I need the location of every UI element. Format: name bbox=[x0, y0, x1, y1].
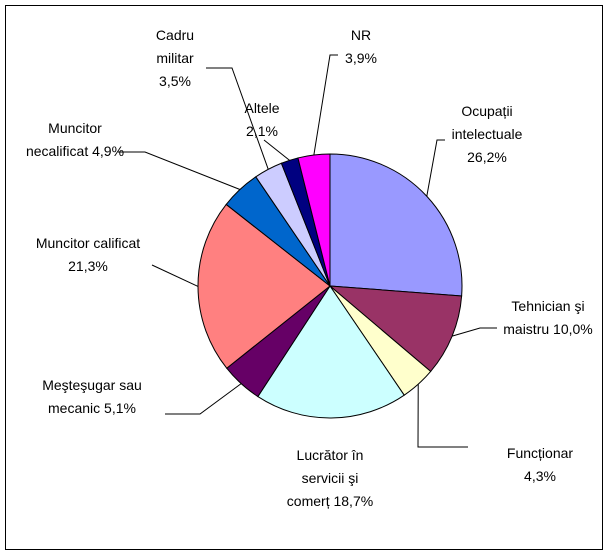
value-label: 4,9% bbox=[92, 143, 125, 159]
slice-label: Lucrător în servicii şi comerț 18,7% bbox=[284, 444, 376, 513]
leader-line bbox=[417, 384, 468, 448]
slice-label: Funcționar 4,3% bbox=[495, 442, 585, 488]
value-label: 26,2% bbox=[467, 149, 507, 165]
value-label: 2,1% bbox=[246, 123, 278, 139]
category-label: Ocupații intelectuale bbox=[451, 103, 523, 142]
slice-label: Cadru militar 3,5% bbox=[144, 24, 206, 93]
value-label: 10,0% bbox=[553, 321, 593, 337]
value-label: 3,5% bbox=[159, 73, 191, 89]
leader-line bbox=[206, 67, 269, 170]
category-label: NR bbox=[350, 27, 372, 43]
category-label: Muncitor necalificat bbox=[25, 120, 102, 159]
slice-label: Ocupații intelectuale 26,2% bbox=[437, 100, 537, 169]
leader-line bbox=[165, 383, 242, 415]
slice-label: Tehnician şi maistru 10,0% bbox=[493, 295, 603, 341]
category-label: Altele bbox=[244, 100, 280, 116]
value-label: 5,1% bbox=[104, 400, 136, 416]
leader-line bbox=[263, 139, 290, 161]
slice-label: Muncitor calificat 21,3% bbox=[28, 232, 148, 278]
category-label: Funcționar bbox=[506, 445, 574, 461]
slice-label: Altele 2,1% bbox=[232, 97, 292, 143]
chart-frame bbox=[5, 5, 603, 550]
leader-line bbox=[313, 54, 338, 156]
category-label: Meşteşugar sau mecanic bbox=[42, 377, 142, 416]
category-label: Tehnician şi maistru bbox=[503, 298, 585, 337]
value-label: 3,9% bbox=[345, 50, 377, 66]
value-label: 21,3% bbox=[68, 258, 108, 274]
slice-label: Muncitor necalificat 4,9% bbox=[19, 117, 131, 163]
leader-line bbox=[151, 264, 199, 287]
category-label: Cadru militar bbox=[155, 27, 195, 66]
category-label: Muncitor calificat bbox=[35, 235, 141, 251]
leader-line bbox=[426, 139, 445, 197]
pie-slice bbox=[328, 285, 463, 373]
pie-slice bbox=[197, 203, 331, 369]
pie-slice bbox=[257, 285, 405, 419]
value-label: 4,3% bbox=[524, 468, 556, 484]
category-label: Lucrător în servicii şi comerț bbox=[286, 447, 364, 509]
slice-label: Meşteşugar sau mecanic 5,1% bbox=[27, 374, 157, 420]
pie-slice bbox=[329, 153, 463, 297]
leader-line bbox=[118, 151, 241, 190]
value-label: 18,7% bbox=[333, 493, 374, 509]
slice-label: NR 3,9% bbox=[336, 24, 386, 70]
leader-line bbox=[451, 327, 497, 337]
